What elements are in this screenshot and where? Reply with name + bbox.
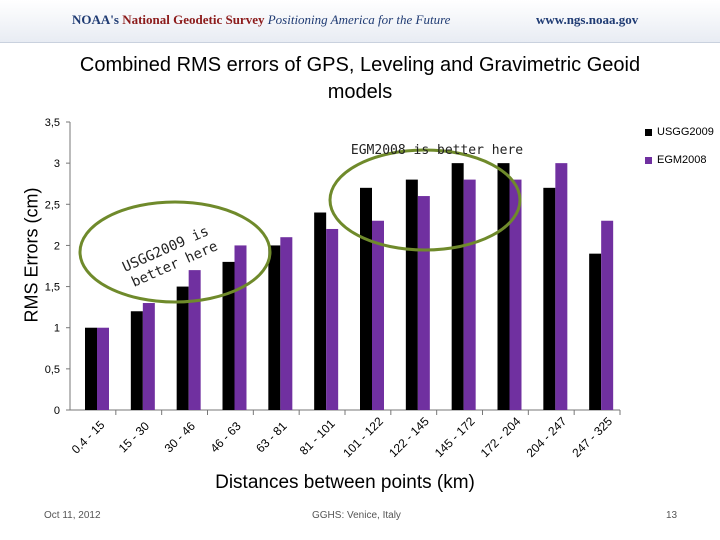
footer-date: Oct 11, 2012	[44, 510, 101, 521]
footer-venue: GGHS: Venice, Italy	[312, 510, 401, 521]
y-tick-label: 0	[54, 405, 60, 417]
bar-usgg2009-2	[176, 286, 189, 410]
legend-item-usgg2009: USGG2009	[645, 124, 714, 140]
bar-egm2008-1	[142, 303, 155, 410]
bar-usgg2009-6	[360, 187, 372, 410]
legend: USGG2009 EGM2008	[645, 124, 714, 180]
bar-egm2008-5	[326, 228, 339, 410]
x-tick-label: 15 - 30	[116, 419, 153, 456]
bars	[85, 163, 614, 410]
x-tick-label: 30 - 46	[162, 419, 199, 456]
annotation-egm-better: EGM2008 is better here	[351, 143, 523, 158]
y-tick-label: 1,5	[45, 282, 60, 294]
bar-usgg2009-8	[451, 163, 464, 410]
x-tick-label: 172 - 204	[478, 414, 524, 460]
bar-egm2008-7	[417, 196, 430, 410]
x-tick-label: 101 - 122	[340, 414, 386, 460]
y-tick-label: 3	[54, 158, 60, 170]
bar-egm2008-6	[372, 220, 384, 410]
footer-page: 13	[666, 510, 678, 521]
x-tick-label: 46 - 63	[207, 419, 244, 456]
bar-egm2008-3	[234, 245, 247, 410]
chart-title: Combined RMS errors of GPS, Leveling and…	[79, 54, 641, 103]
bar-usgg2009-0	[85, 327, 97, 410]
header-branding: NOAA's National Geodetic Survey Position…	[72, 12, 450, 28]
bar-egm2008-10	[555, 163, 568, 410]
x-tick-label: 204 - 247	[524, 414, 570, 460]
bar-usgg2009-5	[314, 212, 327, 410]
header-org: NOAA's	[72, 12, 119, 27]
bar-usgg2009-10	[543, 187, 556, 410]
x-tick-label: 247 - 325	[569, 414, 615, 460]
y-tick-label: 3,5	[45, 117, 60, 129]
bar-egm2008-2	[188, 270, 201, 410]
y-tick-label: 1	[54, 323, 60, 335]
x-tick-label: 81 - 101	[297, 416, 338, 457]
x-tick-label: 145 - 172	[432, 414, 478, 460]
legend-label-usgg2009: USGG2009	[657, 126, 714, 138]
axes	[66, 121, 621, 415]
legend-swatch-usgg2009	[645, 128, 652, 136]
legend-swatch-egm2008	[645, 156, 652, 164]
bar-egm2008-4	[280, 237, 293, 410]
bar-usgg2009-9	[497, 163, 510, 410]
bar-usgg2009-7	[405, 179, 418, 410]
legend-label-egm2008: EGM2008	[657, 154, 707, 166]
bar-egm2008-8	[463, 179, 476, 410]
ellipse-usgg-better	[78, 200, 272, 304]
y-tick-label: 0,5	[45, 364, 60, 376]
x-tick-label: 0.4 - 15	[69, 418, 108, 457]
x-tick-label: 63 - 81	[253, 419, 290, 456]
bar-usgg2009-3	[222, 261, 235, 410]
bar-egm2008-9	[509, 179, 522, 410]
bar-usgg2009-11	[589, 253, 602, 410]
bar-egm2008-11	[601, 220, 614, 410]
y-tick-label: 2	[54, 240, 60, 252]
x-tick-label: 122 - 145	[386, 414, 432, 460]
y-tick-label: 2,5	[45, 199, 60, 211]
ellipse-egm-better	[328, 148, 522, 252]
header-url: www.ngs.noaa.gov	[536, 12, 639, 27]
bar-egm2008-0	[97, 327, 109, 410]
header-tagline: Positioning America for the Future	[267, 12, 451, 27]
bar-usgg2009-4	[268, 245, 281, 410]
x-axis-label: Distances between points (km)	[215, 472, 475, 493]
header-band: NOAA's National Geodetic Survey Position…	[0, 0, 720, 43]
header-agency: National Geodetic Survey	[122, 12, 265, 27]
legend-item-egm2008: EGM2008	[645, 152, 714, 168]
bar-usgg2009-1	[130, 311, 143, 410]
